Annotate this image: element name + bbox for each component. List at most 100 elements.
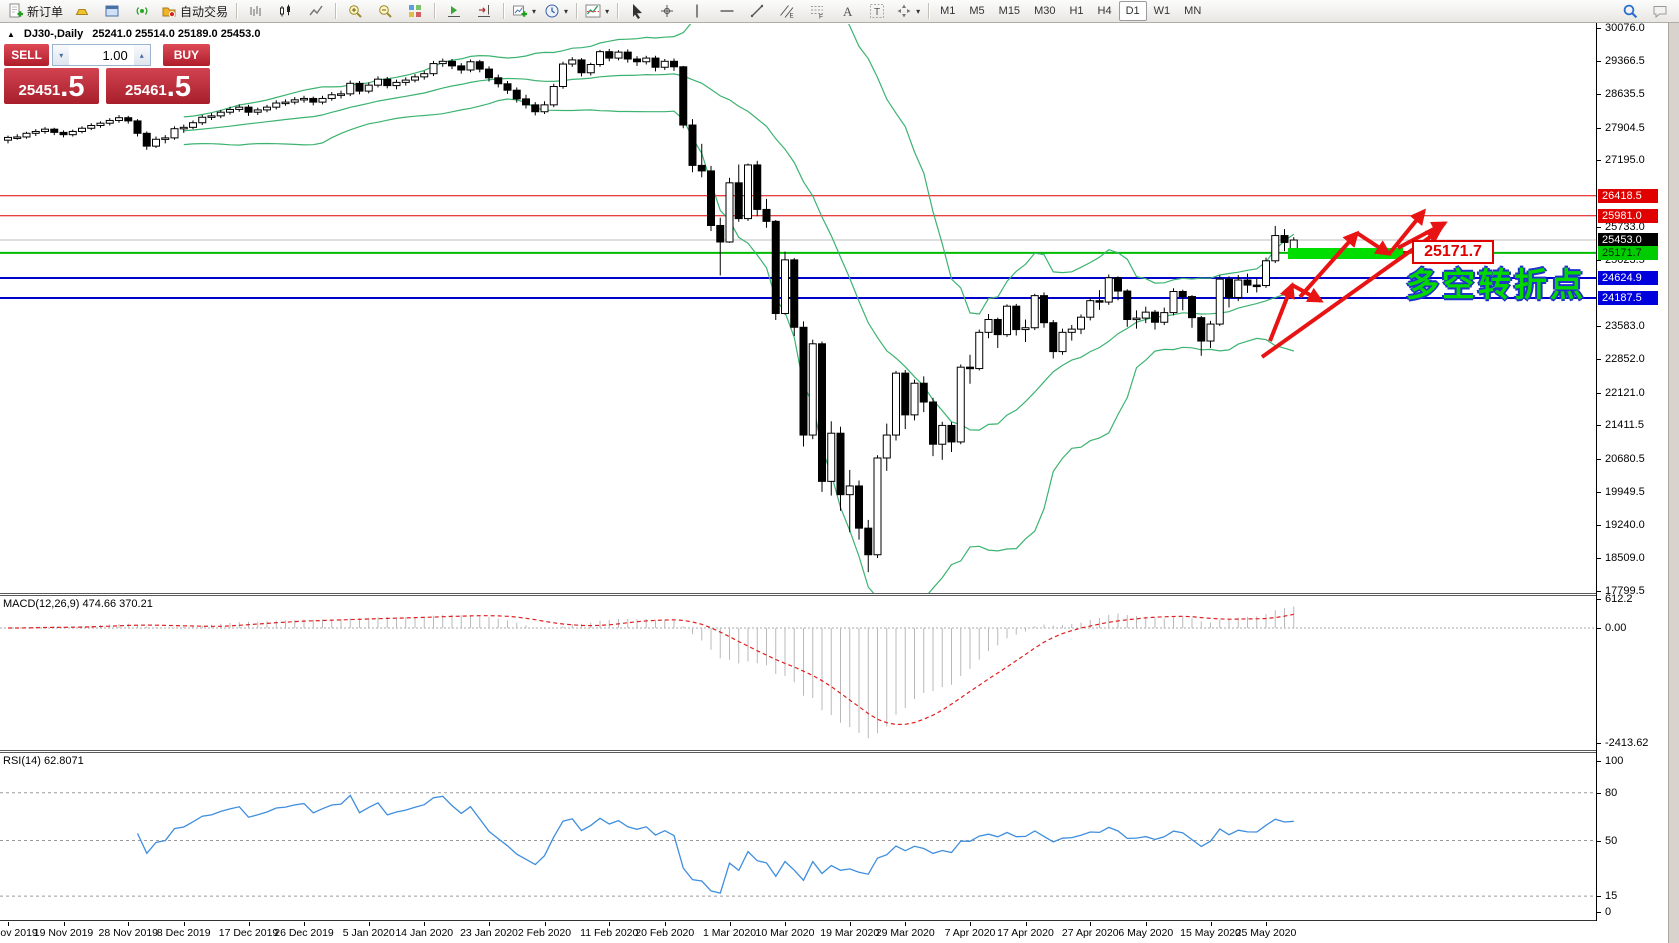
- price-chart-canvas: [0, 24, 1596, 593]
- toolbar-separator: [617, 3, 619, 19]
- volume-decrease-button[interactable]: ▾: [53, 45, 70, 65]
- timeframe-m15-button[interactable]: M15: [998, 5, 1021, 17]
- rsi-pane[interactable]: RSI(14) 62.8071: [0, 753, 1596, 920]
- horizontal-line-button[interactable]: [712, 0, 742, 22]
- timeframe-d1-button[interactable]: D1: [1118, 1, 1147, 21]
- main-chart-pane[interactable]: [0, 24, 1596, 593]
- zoomout-icon: [379, 5, 392, 18]
- cursor-button[interactable]: [622, 0, 652, 22]
- timeframe-m30-button[interactable]: M30: [1034, 5, 1056, 17]
- chart-title: ▲ DJ30-,Daily 25241.0 25514.0 25189.0 25…: [7, 28, 260, 40]
- bollinger-middle-band: [183, 73, 1294, 431]
- sell-button[interactable]: SELL: [4, 44, 50, 66]
- timeframe-m5-button[interactable]: M5: [969, 5, 985, 17]
- one-click-trading-panel: SELL ▾ ▴ BUY 25451 .5 25461 .5: [4, 44, 210, 104]
- search-icon: [1623, 4, 1638, 19]
- doc-plus-icon: [9, 3, 23, 18]
- zoom-out-button[interactable]: [370, 0, 400, 22]
- timeframe-w1-button[interactable]: W1: [1153, 5, 1171, 17]
- zoom-in-button[interactable]: [340, 0, 370, 22]
- bars-icon: [250, 6, 261, 16]
- trendline-button[interactable]: [742, 0, 772, 22]
- trend-arrows: [1260, 208, 1448, 359]
- vertical-line-button[interactable]: [682, 0, 712, 22]
- axis-tick-mark: [1597, 28, 1601, 29]
- date-label: 23 Jan 2020: [460, 927, 518, 939]
- buy-price[interactable]: 25461 .5: [106, 68, 210, 104]
- shapes-icon: [897, 4, 911, 18]
- price-tick: 29366.5: [1605, 54, 1645, 67]
- window-scroll-strip[interactable]: [1668, 23, 1679, 943]
- rsi-tick: 80: [1605, 786, 1618, 799]
- buy-button[interactable]: BUY: [162, 44, 210, 66]
- rsi-tick: 0: [1605, 906, 1612, 918]
- price-tick: 19240.0: [1605, 518, 1645, 531]
- signals-button[interactable]: [127, 0, 157, 22]
- price-tick: 21411.5: [1605, 419, 1644, 432]
- rsi-canvas: [0, 792, 1596, 897]
- timeframe-h1-button[interactable]: H1: [1069, 5, 1084, 17]
- date-tick-mark: [8, 922, 9, 926]
- svg-text:F: F: [819, 14, 823, 20]
- candlestick-chart-button[interactable]: [271, 0, 301, 22]
- arrows-button[interactable]: ▾: [892, 0, 924, 22]
- new-chart-button[interactable]: ▾: [508, 0, 540, 22]
- text-label-button[interactable]: T: [862, 0, 892, 22]
- fibonacci-button[interactable]: F: [802, 0, 832, 22]
- date-tick-mark: [128, 922, 130, 926]
- timeframe-mn-button[interactable]: MN: [1184, 5, 1202, 17]
- chat-button[interactable]: [1645, 0, 1675, 22]
- pane-separator[interactable]: [0, 593, 1672, 596]
- date-tick-mark: [1210, 922, 1212, 926]
- date-label: 17 Apr 2020: [997, 927, 1054, 939]
- candlestick-series: [4, 48, 1298, 573]
- macd-pane[interactable]: MACD(12,26,9) 474.66 370.21: [0, 596, 1596, 750]
- toolbar-separator: [503, 3, 505, 19]
- volume-input[interactable]: [69, 45, 134, 65]
- charts-window-button[interactable]: [97, 0, 127, 22]
- date-label: 11 Feb 2020: [580, 927, 639, 939]
- sell-price[interactable]: 25451 .5: [4, 68, 99, 104]
- price-axis[interactable]: 30076.0 29366.5 28635.5 27904.5 27195.0 25733…: [1596, 22, 1669, 921]
- text-button[interactable]: A: [832, 0, 862, 22]
- new-order-button[interactable]: 新订单: [4, 0, 67, 22]
- equidistant-channel-button[interactable]: E: [772, 0, 802, 22]
- date-label: 10 Mar 2020: [755, 927, 815, 939]
- price-tick: 30076.0: [1605, 22, 1645, 34]
- toolbar-separator: [576, 3, 578, 19]
- bar-chart-button[interactable]: [241, 0, 271, 22]
- macd-label: MACD(12,26,9) 474.66 370.21: [3, 598, 153, 610]
- toolbar-separator: [335, 3, 337, 19]
- timeframe-h4-button[interactable]: H4: [1097, 5, 1112, 17]
- search-button[interactable]: [1615, 0, 1645, 22]
- new-order-label: 新订单: [27, 4, 64, 19]
- sell-price-main: 25451: [18, 82, 61, 99]
- price-tag: 26418.5: [1598, 188, 1658, 203]
- clock-icon: [545, 4, 559, 18]
- date-label: 15 May 2020: [1180, 927, 1241, 939]
- crosshair-button[interactable]: [652, 0, 682, 22]
- date-tick-mark: [970, 922, 971, 926]
- auto-scroll-button[interactable]: [439, 0, 469, 22]
- indicators-button[interactable]: ▾: [581, 0, 613, 22]
- channel-icon: E: [780, 5, 794, 19]
- periods-button[interactable]: ▾: [540, 0, 572, 22]
- chevron-down-icon: ▾: [916, 6, 921, 16]
- tile-windows-button[interactable]: [400, 0, 430, 22]
- volume-increase-button[interactable]: ▴: [133, 45, 150, 65]
- gold-button[interactable]: [67, 0, 97, 22]
- rsi-line: [136, 794, 1294, 894]
- price-tick: 19949.5: [1605, 486, 1645, 499]
- timeframe-m1-button[interactable]: M1: [940, 5, 956, 17]
- price-tick: 28635.5: [1605, 88, 1645, 101]
- pane-separator[interactable]: [0, 750, 1672, 753]
- axis-tick-mark: [1597, 325, 1601, 327]
- line-chart-button[interactable]: [301, 0, 331, 22]
- chart-symbol-period: DJ30-,Daily: [23, 28, 84, 40]
- auto-trading-label: 自动交易: [180, 4, 229, 19]
- macd-signal-line: [8, 613, 1294, 726]
- textT-icon: T: [870, 4, 885, 18]
- auto-trading-button[interactable]: 自动交易: [157, 0, 232, 22]
- chart-shift-button[interactable]: [469, 0, 499, 22]
